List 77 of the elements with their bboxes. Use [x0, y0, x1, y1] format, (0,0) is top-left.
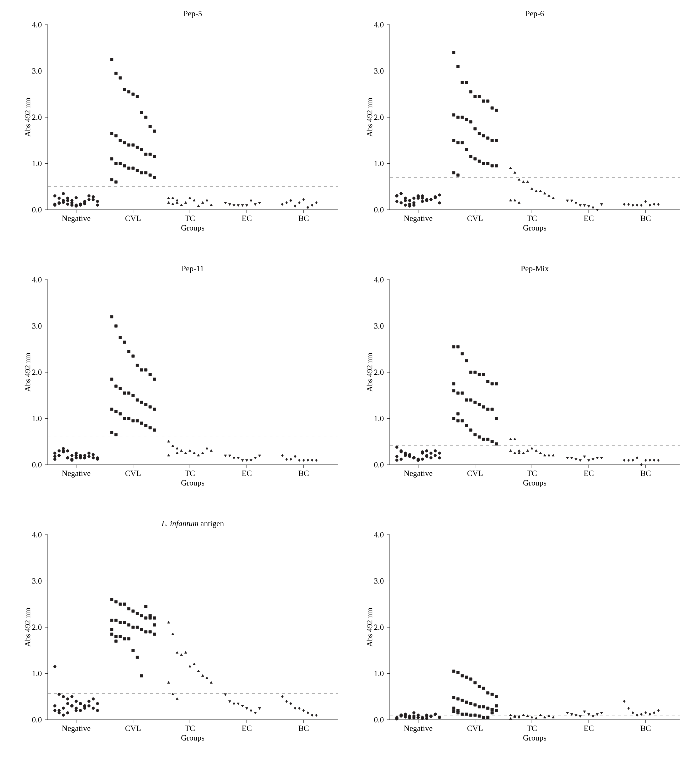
x-tick-label: BC [298, 470, 309, 476]
x-tick-label: EC [242, 470, 252, 476]
y-tick-label: 2.0 [374, 114, 384, 120]
x-tick-label: CVL [126, 216, 141, 222]
chart-title: L. infantum antigen [162, 520, 224, 528]
y-tick-label: 0.0 [374, 717, 384, 723]
x-axis-title: Groups [182, 480, 204, 488]
x-tick-label: BC [298, 216, 309, 222]
x-tick-label: Negative [404, 470, 433, 478]
x-tick-label: CVL [468, 216, 483, 222]
y-tick-label: 4.0 [32, 532, 42, 538]
x-tick-label: EC [242, 216, 252, 222]
y-tick-label: 4.0 [374, 22, 384, 28]
y-tick-label: 0.0 [32, 207, 42, 213]
y-tick-label: 2.0 [32, 624, 42, 630]
y-tick-label: 1.0 [32, 671, 42, 676]
y-tick-label: 0.0 [374, 462, 384, 468]
x-axis-title: Groups [524, 735, 546, 742]
y-tick-label: 1.0 [32, 161, 42, 166]
y-tick-label: 4.0 [374, 277, 384, 283]
x-tick-label: Negative [62, 470, 91, 478]
x-tick-label: EC [584, 470, 594, 476]
y-tick-label: 1.0 [374, 161, 384, 166]
x-tick-label: Negative [62, 216, 91, 223]
y-tick-label: 3.0 [374, 324, 384, 329]
y-tick-label: 3.0 [32, 324, 42, 329]
y-tick-label: 2.0 [374, 370, 384, 376]
chart-title: Pep-6 [526, 11, 544, 18]
x-tick-label: CVL [126, 470, 141, 476]
y-axis-title: Abs 492 nm [366, 608, 373, 647]
chart-title: Pep-11 [182, 266, 204, 274]
x-tick-label: TC [527, 216, 537, 222]
x-tick-label: TC [527, 726, 537, 732]
x-tick-label: CVL [468, 470, 483, 476]
x-tick-label: EC [584, 216, 594, 222]
y-tick-label: 2.0 [374, 624, 384, 630]
y-tick-label: 4.0 [374, 532, 384, 538]
x-axis-title: Groups [182, 225, 204, 232]
x-tick-label: Negative [62, 726, 91, 733]
y-tick-label: 1.0 [374, 416, 384, 422]
x-tick-label: Negative [404, 216, 433, 223]
x-tick-label: EC [242, 726, 252, 732]
y-tick-label: 3.0 [32, 68, 42, 74]
y-tick-label: 3.0 [32, 578, 42, 584]
x-tick-label: TC [185, 216, 195, 222]
chart-title: Pep-Mix [521, 266, 549, 274]
y-tick-label: 4.0 [32, 22, 42, 28]
x-tick-label: BC [640, 216, 651, 222]
x-tick-label: BC [640, 726, 651, 732]
x-tick-label: BC [298, 726, 309, 732]
x-tick-label: TC [527, 470, 537, 476]
x-tick-label: EC [584, 726, 594, 732]
y-tick-label: 0.0 [374, 207, 384, 213]
y-tick-label: 0.0 [32, 717, 42, 723]
y-tick-label: 2.0 [32, 370, 42, 376]
x-axis-title: Groups [524, 225, 546, 232]
x-tick-label: CVL [126, 726, 141, 732]
x-axis-title: Groups [524, 480, 546, 488]
chart-title: Pep-5 [184, 11, 202, 18]
y-tick-label: 0.0 [32, 462, 42, 468]
x-tick-label: CVL [468, 726, 483, 732]
x-tick-label: TC [185, 470, 195, 476]
y-tick-label: 1.0 [32, 416, 42, 422]
x-tick-label: TC [185, 726, 195, 732]
y-axis-title: Abs 492 nm [366, 353, 373, 392]
y-tick-label: 3.0 [374, 578, 384, 584]
y-axis-title: Abs 492 nm [24, 353, 31, 392]
y-tick-label: 4.0 [32, 277, 42, 283]
y-axis-title: Abs 492 nm [24, 608, 31, 647]
y-axis-title: Abs 492 nm [366, 98, 373, 137]
y-tick-label: 2.0 [32, 114, 42, 120]
y-tick-label: 3.0 [374, 68, 384, 74]
x-tick-label: Negative [404, 726, 433, 733]
y-axis-title: Abs 492 nm [24, 98, 31, 137]
y-tick-label: 1.0 [374, 671, 384, 676]
x-axis-title: Groups [182, 735, 204, 742]
x-tick-label: BC [640, 470, 651, 476]
